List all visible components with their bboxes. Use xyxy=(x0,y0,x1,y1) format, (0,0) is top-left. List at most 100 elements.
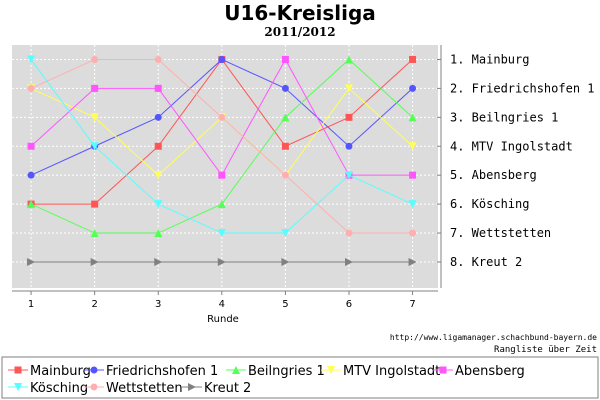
x-tick-label: 3 xyxy=(155,299,161,310)
legend-item-friedrichshofen-1: Friedrichshofen 1 xyxy=(84,364,218,379)
series xyxy=(27,55,417,266)
data-point xyxy=(154,142,162,150)
data-point xyxy=(27,171,35,179)
source-url: http://www.ligamanager.schachbund-bayern… xyxy=(390,333,597,342)
data-point xyxy=(154,55,162,63)
legend-label: Wettstetten xyxy=(106,381,183,396)
data-point xyxy=(281,171,289,179)
legend-marker xyxy=(188,383,196,391)
data-point xyxy=(408,200,417,209)
data-point xyxy=(91,84,99,92)
data-point xyxy=(344,257,353,266)
legend-marker xyxy=(439,366,447,374)
legend-marker xyxy=(14,366,22,374)
plot-area xyxy=(12,45,438,288)
data-point xyxy=(409,229,417,237)
rank-label: 1. Mainburg xyxy=(450,52,529,66)
series-kosching xyxy=(27,55,417,238)
data-point xyxy=(27,200,36,209)
legend-label: Beilngries 1 xyxy=(248,364,325,379)
data-point xyxy=(27,142,35,150)
series-kreut-2 xyxy=(27,257,417,266)
data-point xyxy=(217,200,226,209)
data-point xyxy=(154,257,163,266)
legend-label: Kösching xyxy=(30,381,88,396)
data-point xyxy=(217,257,226,266)
rank-label: 6. Kösching xyxy=(450,197,529,211)
x-axis-label: Runde xyxy=(207,314,239,325)
legend-marker xyxy=(232,366,240,374)
rank-label: 3. Beilngries 1 xyxy=(450,110,558,124)
chart-caption: Rangliste über Zeit xyxy=(494,345,597,355)
legend-label: Kreut 2 xyxy=(204,381,251,396)
legend: Mainburg Friedrichshofen 1 Beilngries 1 MTV… xyxy=(8,364,525,396)
legend-item-wettstetten: Wettstetten xyxy=(84,381,183,396)
legend-box xyxy=(1,356,599,399)
data-point xyxy=(154,171,163,180)
axes xyxy=(12,45,442,292)
data-point xyxy=(281,55,289,63)
data-point xyxy=(218,171,226,179)
data-point xyxy=(90,113,99,122)
data-point xyxy=(27,84,35,92)
rank-label: 2. Friedrichshofen 1 xyxy=(450,81,595,95)
data-point xyxy=(154,200,163,209)
data-point xyxy=(409,171,417,179)
data-point xyxy=(91,200,99,208)
chart-subtitle: 2011/2012 xyxy=(264,25,335,39)
data-point xyxy=(154,113,162,121)
data-point xyxy=(90,257,99,266)
legend-item-abensberg: Abensberg xyxy=(433,364,525,379)
data-point xyxy=(345,229,353,237)
legend-item-kreut-2: Kreut 2 xyxy=(182,381,251,396)
series-wettstetten xyxy=(27,55,417,237)
data-point xyxy=(27,257,36,266)
data-point xyxy=(281,142,289,150)
legend-marker xyxy=(327,366,335,374)
x-tick-label: 1 xyxy=(28,299,34,310)
legend-label: Abensberg xyxy=(455,364,525,379)
rank-label: 8. Kreut 2 xyxy=(450,255,522,269)
data-point xyxy=(344,55,353,64)
legend-item-mtv-ingolstadt: MTV Ingolstadt xyxy=(321,364,440,379)
legend-label: MTV Ingolstadt xyxy=(343,364,440,379)
data-point xyxy=(90,142,99,151)
data-point xyxy=(27,55,36,64)
data-point xyxy=(91,55,99,63)
data-point xyxy=(408,142,417,151)
data-point xyxy=(409,55,417,63)
data-point xyxy=(217,229,226,238)
x-tick-label: 2 xyxy=(91,299,97,310)
data-point xyxy=(218,55,226,63)
data-point xyxy=(90,229,99,238)
rank-label: 7. Wettstetten xyxy=(450,226,551,240)
data-point xyxy=(154,229,163,238)
legend-item-mainburg: Mainburg xyxy=(8,364,91,379)
data-point xyxy=(281,257,290,266)
data-point xyxy=(281,84,289,92)
data-point xyxy=(345,142,353,150)
data-point xyxy=(345,113,353,121)
data-point xyxy=(281,113,290,122)
data-point xyxy=(154,84,162,92)
data-point xyxy=(281,229,290,238)
data-point xyxy=(344,84,353,93)
legend-label: Friedrichshofen 1 xyxy=(106,364,218,379)
x-tick-label: 4 xyxy=(219,299,225,310)
data-point xyxy=(218,113,226,121)
rank-label: 5. Abensberg xyxy=(450,168,537,182)
x-tick-label: 6 xyxy=(346,299,352,310)
legend-marker xyxy=(14,383,22,391)
chart-title: U16-Kreisliga xyxy=(224,1,376,25)
legend-label: Mainburg xyxy=(30,364,91,379)
rank-label: 4. MTV Ingolstadt xyxy=(450,139,573,153)
data-point xyxy=(408,257,417,266)
data-point xyxy=(409,84,417,92)
legend-item-kosching: Kösching xyxy=(8,381,88,396)
legend-item-beilngries-1: Beilngries 1 xyxy=(226,364,325,379)
series-beilngries-1 xyxy=(27,55,417,238)
legend-marker xyxy=(90,383,98,391)
x-tick-label: 5 xyxy=(282,299,288,310)
data-point xyxy=(344,171,353,180)
